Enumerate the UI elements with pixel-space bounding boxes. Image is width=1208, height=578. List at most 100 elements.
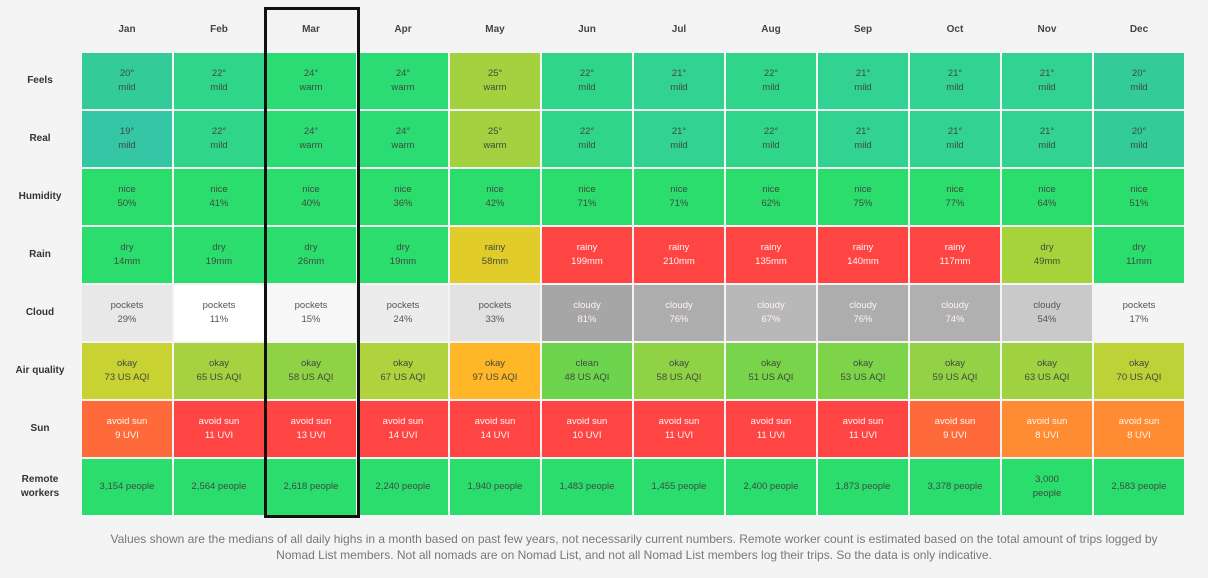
month-header-feb[interactable]: Feb [210,23,228,35]
humidity-cell-nov[interactable]: nice 64% [1002,169,1092,225]
real-cell-dec[interactable]: 20° mild [1094,111,1184,167]
feels-cell-aug[interactable]: 22° mild [726,53,816,109]
real-cell-feb[interactable]: 22° mild [174,111,264,167]
humidity-cell-feb[interactable]: nice 41% [174,169,264,225]
month-header-jan[interactable]: Jan [118,23,136,35]
real-cell-sep[interactable]: 21° mild [818,111,908,167]
feels-cell-may[interactable]: 25° warm [450,53,540,109]
humidity-cell-jun[interactable]: nice 71% [542,169,632,225]
feels-cell-feb[interactable]: 22° mild [174,53,264,109]
cloud-cell-feb[interactable]: pockets 11% [174,285,264,341]
remote-workers-cell-apr[interactable]: 2,240 people [358,459,448,515]
real-cell-apr[interactable]: 24° warm [358,111,448,167]
cloud-cell-jul[interactable]: cloudy 76% [634,285,724,341]
humidity-cell-dec[interactable]: nice 51% [1094,169,1184,225]
remote-workers-cell-feb[interactable]: 2,564 people [174,459,264,515]
month-header-mar[interactable]: Mar [302,23,320,35]
sun-cell-mar[interactable]: avoid sun 13 UVI [266,401,356,457]
rain-cell-sep[interactable]: rainy 140mm [818,227,908,283]
remote-workers-cell-dec[interactable]: 2,583 people [1094,459,1184,515]
month-header-oct[interactable]: Oct [946,23,964,35]
humidity-cell-oct[interactable]: nice 77% [910,169,1000,225]
remote-workers-cell-may[interactable]: 1,940 people [450,459,540,515]
humidity-cell-sep[interactable]: nice 75% [818,169,908,225]
feels-cell-sep[interactable]: 21° mild [818,53,908,109]
air-quality-cell-oct[interactable]: okay 59 US AQI [910,343,1000,399]
air-quality-cell-jun[interactable]: clean 48 US AQI [542,343,632,399]
air-quality-cell-aug[interactable]: okay 51 US AQI [726,343,816,399]
cloud-cell-jun[interactable]: cloudy 81% [542,285,632,341]
air-quality-cell-jul[interactable]: okay 58 US AQI [634,343,724,399]
cloud-cell-oct[interactable]: cloudy 74% [910,285,1000,341]
month-header-nov[interactable]: Nov [1037,23,1057,35]
air-quality-cell-jan[interactable]: okay 73 US AQI [82,343,172,399]
rain-cell-aug[interactable]: rainy 135mm [726,227,816,283]
feels-cell-mar[interactable]: 24° warm [266,53,356,109]
remote-workers-cell-jul[interactable]: 1,455 people [634,459,724,515]
rain-cell-mar[interactable]: dry 26mm [266,227,356,283]
cloud-cell-apr[interactable]: pockets 24% [358,285,448,341]
remote-workers-cell-sep[interactable]: 1,873 people [818,459,908,515]
month-header-jul[interactable]: Jul [671,23,687,35]
cloud-cell-aug[interactable]: cloudy 67% [726,285,816,341]
sun-cell-apr[interactable]: avoid sun 14 UVI [358,401,448,457]
sun-cell-oct[interactable]: avoid sun 9 UVI [910,401,1000,457]
humidity-cell-jul[interactable]: nice 71% [634,169,724,225]
real-cell-nov[interactable]: 21° mild [1002,111,1092,167]
humidity-cell-mar[interactable]: nice 40% [266,169,356,225]
month-header-sep[interactable]: Sep [853,23,873,35]
month-header-dec[interactable]: Dec [1129,23,1149,35]
feels-cell-dec[interactable]: 20° mild [1094,53,1184,109]
feels-cell-apr[interactable]: 24° warm [358,53,448,109]
rain-cell-feb[interactable]: dry 19mm [174,227,264,283]
month-header-aug[interactable]: Aug [761,23,781,35]
remote-workers-cell-nov[interactable]: 3,000 people [1002,459,1092,515]
feels-cell-jul[interactable]: 21° mild [634,53,724,109]
feels-cell-jun[interactable]: 22° mild [542,53,632,109]
rain-cell-jul[interactable]: rainy 210mm [634,227,724,283]
rain-cell-dec[interactable]: dry 11mm [1094,227,1184,283]
real-cell-mar[interactable]: 24° warm [266,111,356,167]
cloud-cell-jan[interactable]: pockets 29% [82,285,172,341]
month-header-jun[interactable]: Jun [578,23,596,35]
sun-cell-feb[interactable]: avoid sun 11 UVI [174,401,264,457]
air-quality-cell-may[interactable]: okay 97 US AQI [450,343,540,399]
sun-cell-dec[interactable]: avoid sun 8 UVI [1094,401,1184,457]
humidity-cell-jan[interactable]: nice 50% [82,169,172,225]
rain-cell-nov[interactable]: dry 49mm [1002,227,1092,283]
remote-workers-cell-aug[interactable]: 2,400 people [726,459,816,515]
humidity-cell-aug[interactable]: nice 62% [726,169,816,225]
rain-cell-jun[interactable]: rainy 199mm [542,227,632,283]
air-quality-cell-mar[interactable]: okay 58 US AQI [266,343,356,399]
feels-cell-oct[interactable]: 21° mild [910,53,1000,109]
real-cell-may[interactable]: 25° warm [450,111,540,167]
sun-cell-jun[interactable]: avoid sun 10 UVI [542,401,632,457]
real-cell-aug[interactable]: 22° mild [726,111,816,167]
sun-cell-nov[interactable]: avoid sun 8 UVI [1002,401,1092,457]
air-quality-cell-apr[interactable]: okay 67 US AQI [358,343,448,399]
cloud-cell-nov[interactable]: cloudy 54% [1002,285,1092,341]
remote-workers-cell-jan[interactable]: 3,154 people [82,459,172,515]
rain-cell-jan[interactable]: dry 14mm [82,227,172,283]
cloud-cell-sep[interactable]: cloudy 76% [818,285,908,341]
real-cell-jul[interactable]: 21° mild [634,111,724,167]
air-quality-cell-dec[interactable]: okay 70 US AQI [1094,343,1184,399]
air-quality-cell-sep[interactable]: okay 53 US AQI [818,343,908,399]
feels-cell-nov[interactable]: 21° mild [1002,53,1092,109]
air-quality-cell-feb[interactable]: okay 65 US AQI [174,343,264,399]
rain-cell-apr[interactable]: dry 19mm [358,227,448,283]
sun-cell-aug[interactable]: avoid sun 11 UVI [726,401,816,457]
sun-cell-jan[interactable]: avoid sun 9 UVI [82,401,172,457]
humidity-cell-may[interactable]: nice 42% [450,169,540,225]
real-cell-jan[interactable]: 19° mild [82,111,172,167]
month-header-apr[interactable]: Apr [394,23,412,35]
rain-cell-oct[interactable]: rainy 117mm [910,227,1000,283]
remote-workers-cell-oct[interactable]: 3,378 people [910,459,1000,515]
month-header-may[interactable]: May [485,23,505,35]
air-quality-cell-nov[interactable]: okay 63 US AQI [1002,343,1092,399]
remote-workers-cell-jun[interactable]: 1,483 people [542,459,632,515]
rain-cell-may[interactable]: rainy 58mm [450,227,540,283]
sun-cell-may[interactable]: avoid sun 14 UVI [450,401,540,457]
cloud-cell-may[interactable]: pockets 33% [450,285,540,341]
sun-cell-sep[interactable]: avoid sun 11 UVI [818,401,908,457]
